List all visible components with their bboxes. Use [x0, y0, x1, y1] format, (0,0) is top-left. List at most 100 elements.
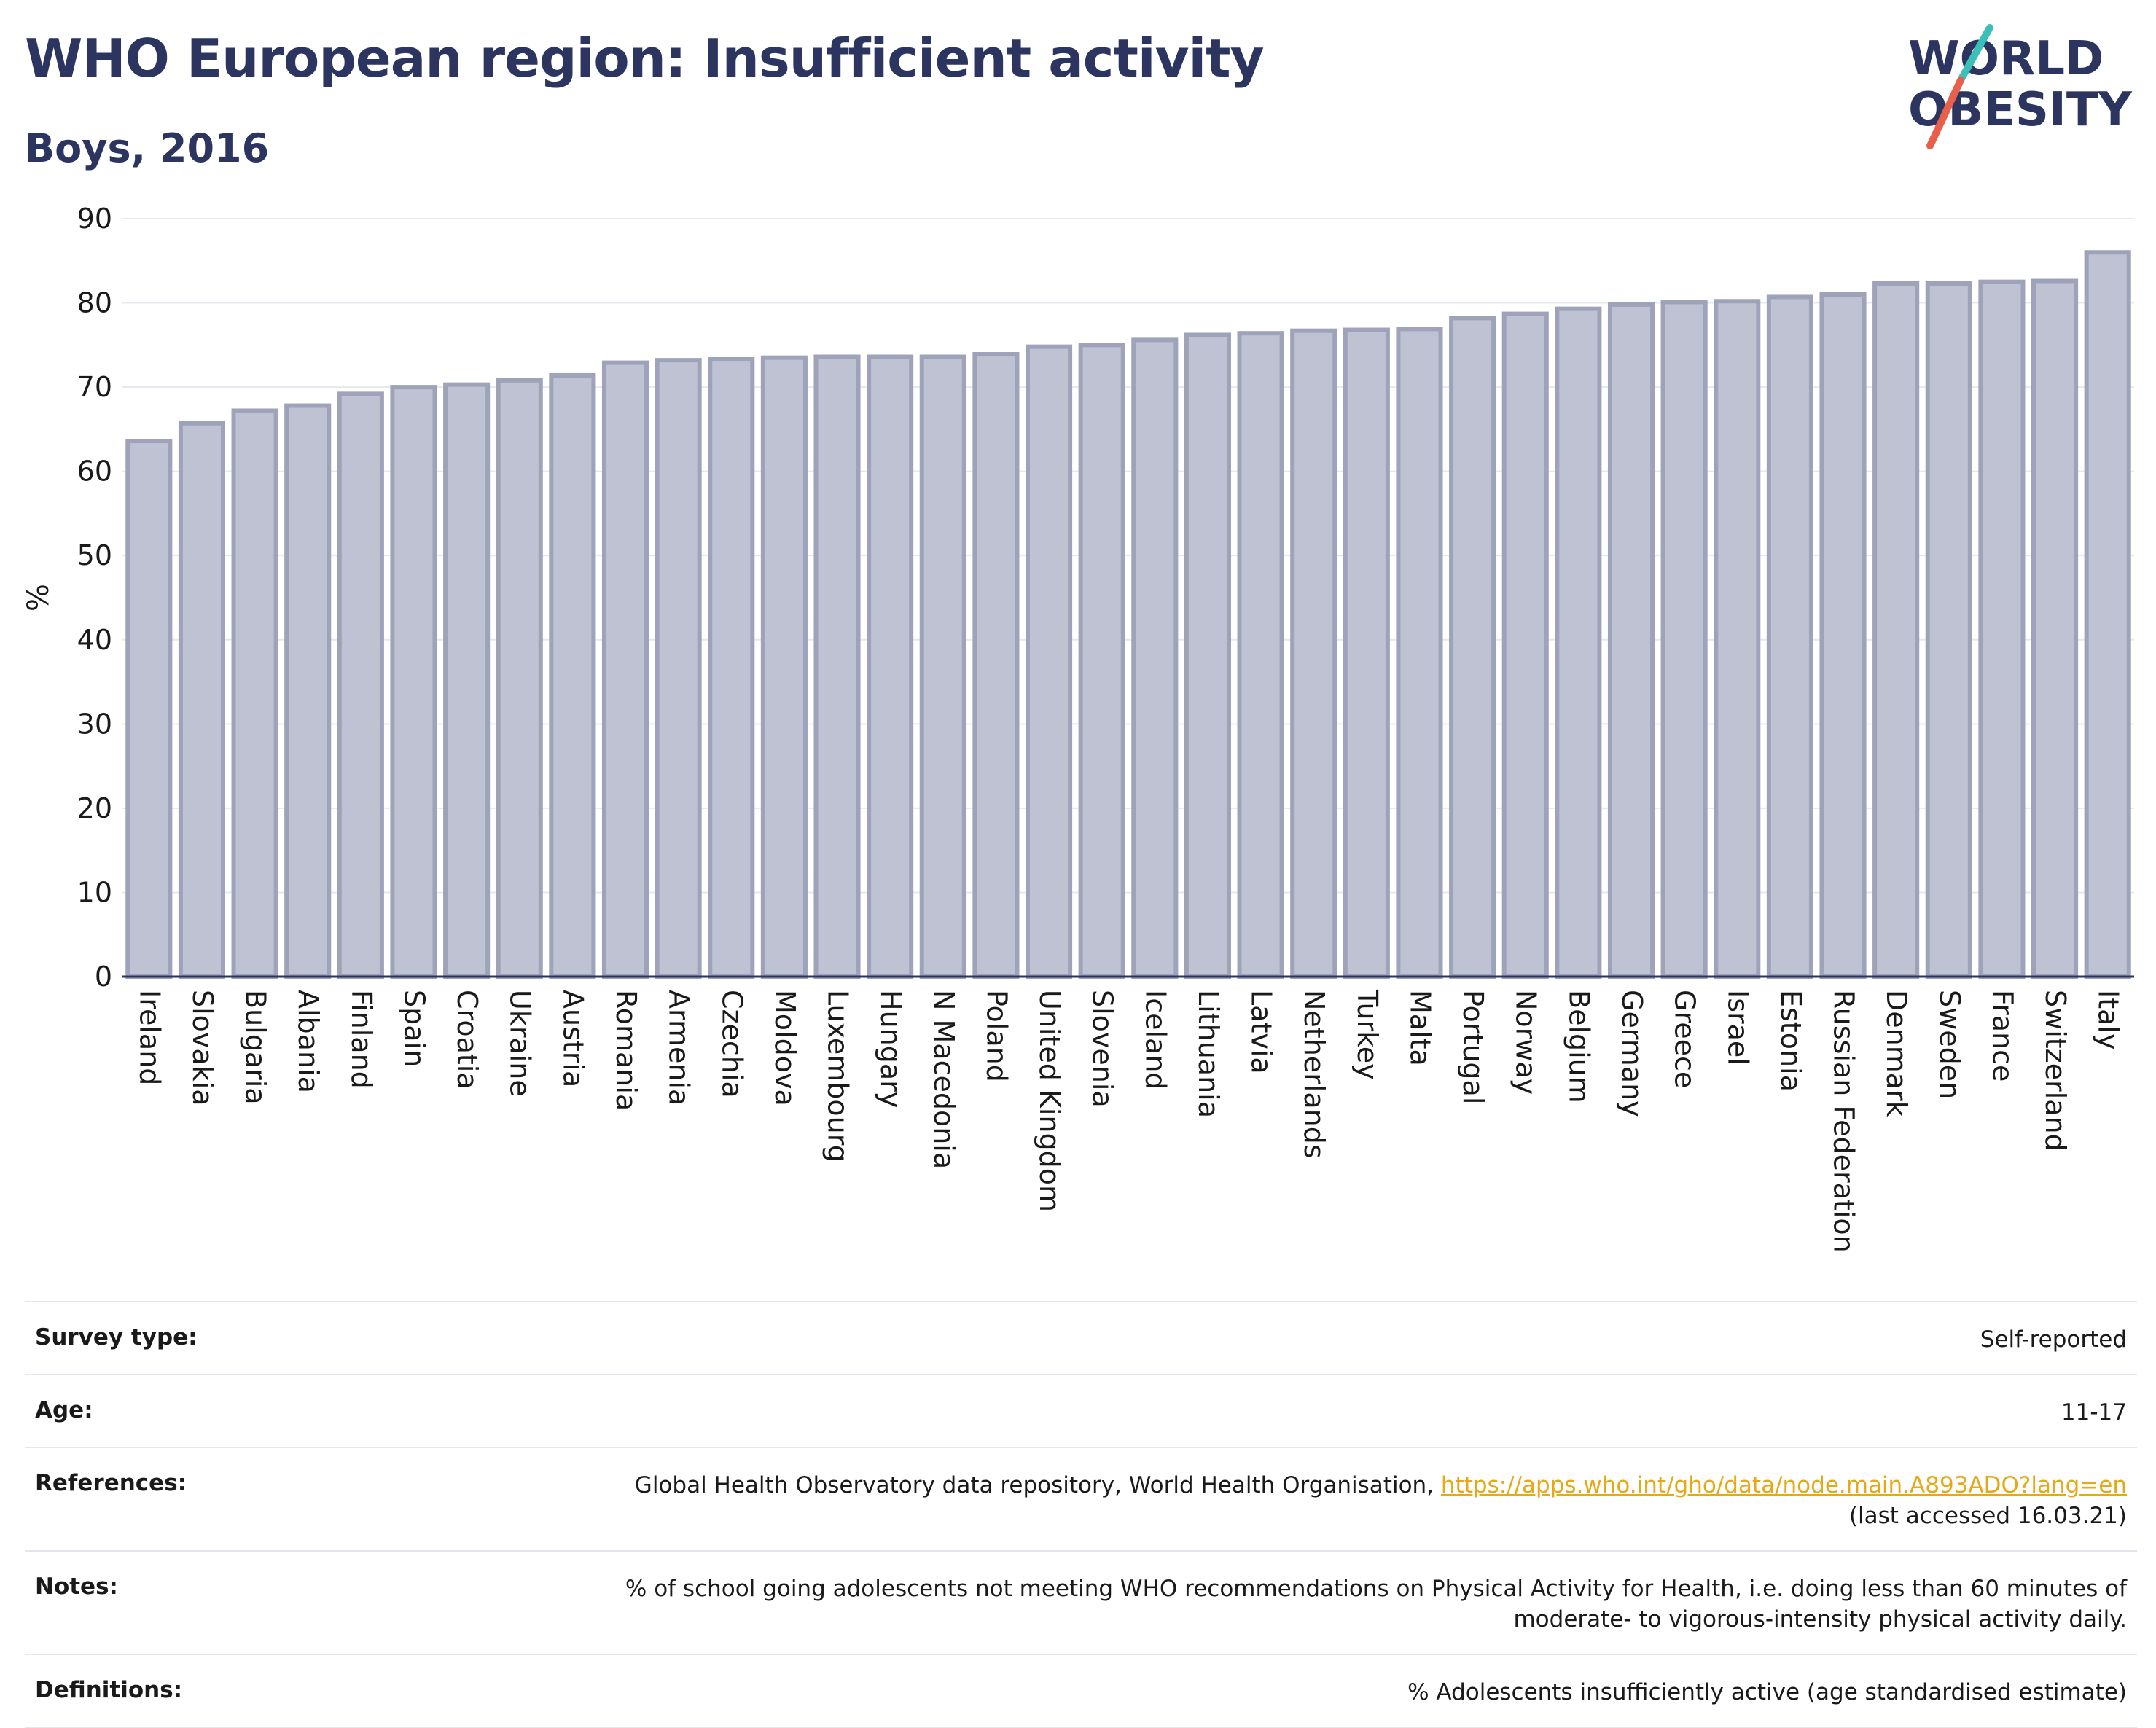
x-tick-label: Armenia [663, 990, 695, 1106]
x-tick-label: United Kingdom [1034, 990, 1066, 1212]
bar-netherlands [1290, 328, 1337, 979]
bar-norway [1501, 311, 1549, 980]
info-row-age: Age: 11-17 [25, 1374, 2137, 1447]
y-axis-label: % [22, 584, 55, 611]
bar-romania [601, 360, 649, 980]
definitions-value: % Adolescents insufficiently active (age… [1407, 1679, 2127, 1705]
bar-slovenia [1078, 343, 1125, 980]
notes-label: Notes: [35, 1573, 118, 1600]
bar-austria [549, 372, 596, 979]
bar-bulgaria [231, 408, 278, 979]
bar-poland [972, 352, 1020, 980]
x-tick-label: Switzerland [2039, 990, 2071, 1152]
info-table: Survey type: Self-reported Age: 11-17 Re… [25, 1301, 2137, 1728]
x-tick-label: Norway [1510, 990, 1542, 1095]
x-tick-label: Lithuania [1192, 990, 1225, 1118]
axes: 0 10 20 30 40 50 60 70 80 90 Ireland Slovakia Bulgar… [77, 203, 2134, 1253]
x-tick-label: Portugal [1457, 990, 1489, 1104]
bar-portugal [1449, 316, 1496, 980]
bar-sweden [1925, 281, 1972, 979]
bar-albania [284, 403, 332, 979]
bar-hungary [867, 354, 914, 979]
references-text: Global Health Observatory data repositor… [634, 1472, 1434, 1498]
references-value: Global Health Observatory data repositor… [635, 1470, 2127, 1531]
bar-slovakia [178, 421, 225, 979]
bar-united-kingdom [1026, 344, 1073, 979]
bar-malta [1396, 327, 1443, 979]
notes-line1: % of school going adolescents not meetin… [625, 1576, 2127, 1602]
notes-line2: moderate- to vigorous-intensity physical… [1513, 1606, 2127, 1633]
y-tick-label: 30 [77, 708, 112, 740]
x-tick-label: Netherlands [1298, 990, 1330, 1159]
chart-subtitle: Boys, 2016 [25, 125, 270, 171]
bar-latvia [1237, 331, 1284, 979]
y-tick-label: 20 [77, 792, 112, 824]
bar-france [1978, 279, 2026, 979]
x-tick-label: Iceland [1139, 990, 1171, 1090]
notes-value: % of school going adolescents not meetin… [625, 1573, 2127, 1635]
logo-slash-teal [1957, 24, 1993, 84]
logo-line1: WORLD [1908, 32, 2104, 86]
bar-finland [337, 391, 384, 980]
bar-armenia [655, 358, 702, 979]
y-tick-label: 50 [77, 539, 112, 571]
x-tick-label: Moldova [769, 990, 801, 1106]
x-tick-label: Israel [1722, 990, 1754, 1066]
x-tick-label: N Macedonia [928, 990, 960, 1169]
y-tick-label: 70 [77, 371, 112, 403]
bar-greece [1660, 300, 1708, 979]
y-tick-label: 40 [77, 624, 112, 656]
x-tick-label: Spain [398, 990, 430, 1067]
x-tick-label: Bulgaria [240, 990, 272, 1105]
x-tick-label: Luxembourg [822, 990, 854, 1162]
bar-estonia [1766, 294, 1813, 979]
x-tick-label: Albania [292, 990, 324, 1093]
references-label: References: [35, 1470, 187, 1496]
survey-type-label: Survey type: [35, 1324, 198, 1350]
x-tick-label: France [1986, 990, 2018, 1082]
bar-croatia [443, 382, 491, 979]
bar-italy [2084, 250, 2131, 979]
bar-moldova [760, 355, 808, 979]
bar-luxembourg [813, 354, 861, 979]
x-tick-label: Finland [345, 990, 378, 1089]
bar-turkey [1343, 327, 1390, 980]
bars [125, 250, 2131, 980]
bar-germany [1607, 302, 1655, 980]
bar-israel [1714, 299, 1761, 979]
x-tick-label: Hungary [875, 990, 907, 1108]
bar-ukraine [496, 378, 543, 980]
bar-belgium [1555, 306, 1602, 979]
logo-slash-red [1926, 77, 1964, 149]
age-label: Age: [35, 1397, 93, 1423]
x-tick-label: Russian Federation [1828, 990, 1860, 1253]
x-tick-label: Slovenia [1087, 990, 1119, 1108]
y-tick-label: 0 [95, 961, 112, 993]
x-tick-label: Poland [980, 990, 1012, 1082]
bar-spain [390, 385, 437, 980]
x-tick-label: Ireland [133, 990, 165, 1085]
bar-chart: 0 10 20 30 40 50 60 70 80 90 Ireland Slovakia Bulgar… [22, 203, 2134, 1253]
info-row-definitions: Definitions: % Adolescents insufficientl… [25, 1654, 2137, 1728]
x-tick-label: Belgium [1563, 990, 1595, 1103]
info-row-survey-type: Survey type: Self-reported [25, 1301, 2137, 1374]
bar-lithuania [1184, 332, 1232, 979]
x-tick-label: Malta [1404, 990, 1436, 1066]
survey-type-value: Self-reported [1980, 1326, 2127, 1353]
x-tick-label: Germany [1616, 990, 1648, 1117]
x-tick-label: Sweden [1934, 990, 1966, 1099]
bar-denmark [1872, 281, 1920, 979]
x-tick-label: Croatia [451, 990, 483, 1090]
bar-russian-federation [1819, 292, 1867, 979]
info-row-notes: Notes: % of school going adolescents not… [25, 1550, 2137, 1654]
x-tick-label: Austria [557, 990, 589, 1087]
x-tick-label: Latvia [1246, 990, 1278, 1074]
y-tick-label: 60 [77, 456, 112, 488]
y-tick-label: 80 [77, 287, 112, 319]
references-link[interactable]: https://apps.who.int/gho/data/node.main.… [1440, 1472, 2127, 1498]
bar-ireland [125, 439, 173, 980]
bar-n-macedonia [919, 354, 966, 979]
references-accessed: (last accessed 16.03.21) [1848, 1503, 2127, 1529]
x-tick-label: Slovakia [187, 990, 219, 1106]
chart-title: WHO European region: Insufficient activi… [25, 28, 1265, 89]
